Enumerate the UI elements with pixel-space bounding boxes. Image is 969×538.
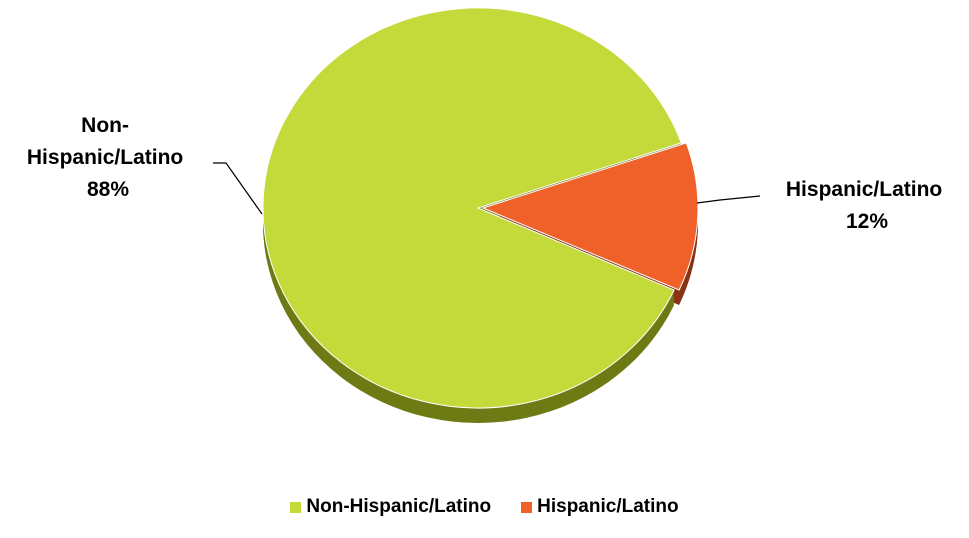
data-label-non-hispanic-value: 88% — [87, 178, 129, 201]
data-label-non-hispanic: Non- Hispanic/Latino 88% — [27, 114, 189, 201]
legend-item-non-hispanic: Non-Hispanic/Latino — [290, 496, 491, 518]
pie-slices — [262, 7, 699, 409]
data-label-hispanic-value: 12% — [846, 210, 888, 233]
legend: Non-Hispanic/Latino Hispanic/Latino — [0, 496, 969, 518]
pie-slice-hispanic-latino — [481, 142, 699, 291]
data-label-non-hispanic-line2: Hispanic/Latino — [27, 146, 183, 169]
leader-line-non-hispanic — [213, 162, 263, 215]
legend-item-hispanic: Hispanic/Latino — [521, 496, 679, 518]
legend-swatch-hispanic — [521, 501, 533, 513]
legend-label-non-hispanic: Non-Hispanic/Latino — [306, 496, 492, 517]
data-label-hispanic-line1: Hispanic/Latino — [786, 178, 942, 201]
legend-label-hispanic: Hispanic/Latino — [537, 496, 679, 517]
leader-line-hispanic — [696, 195, 761, 204]
legend-swatch-non-hispanic — [290, 501, 302, 513]
pie-slice-non-hispanic-latino — [262, 7, 682, 409]
data-label-non-hispanic-line1: Non- — [81, 114, 129, 137]
data-label-hispanic: Hispanic/Latino 12% — [786, 178, 948, 233]
